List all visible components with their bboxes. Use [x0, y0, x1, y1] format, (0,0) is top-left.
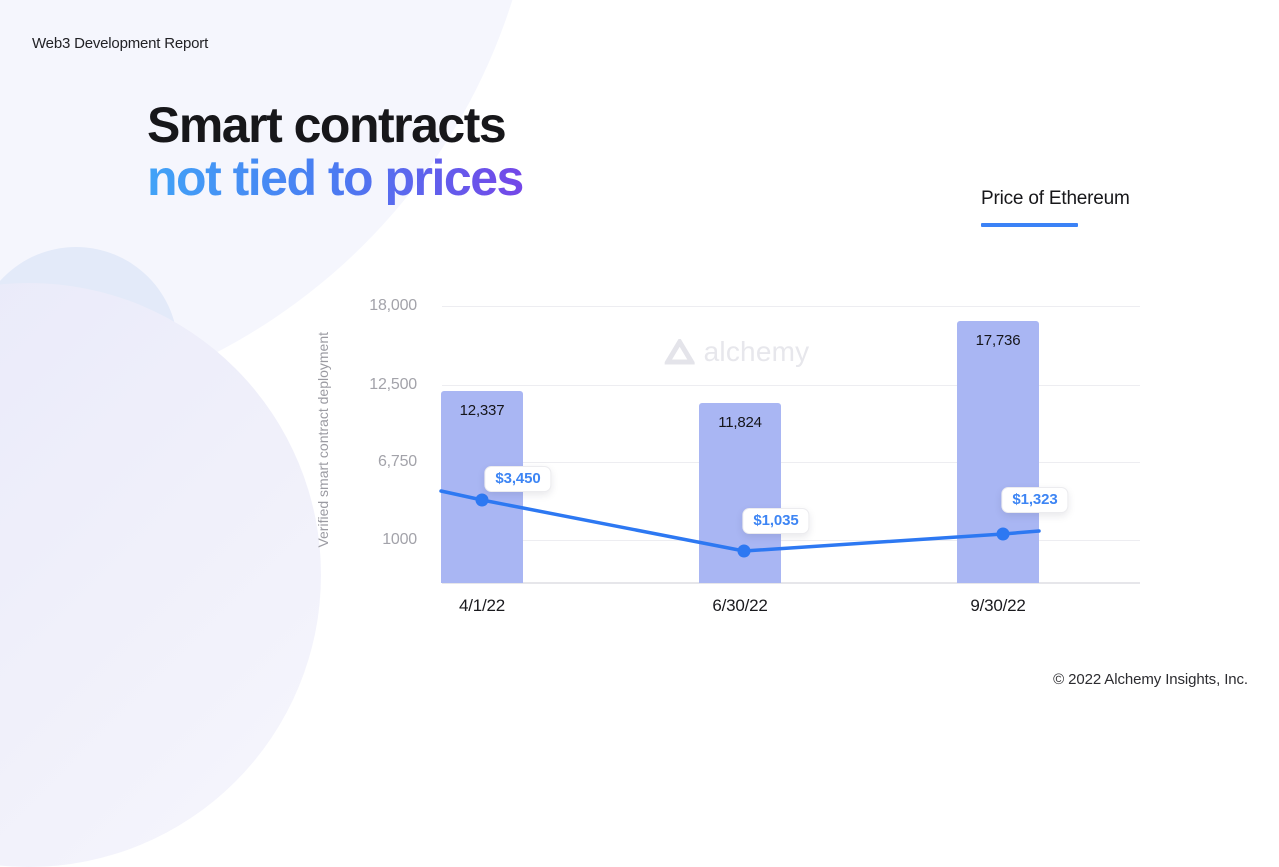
- gridline: [442, 306, 1140, 307]
- y-axis-tick-label: 6,750: [377, 453, 417, 470]
- y-axis-tick-label: 1000: [382, 531, 417, 548]
- bar-9/30/22: [957, 321, 1039, 583]
- slide-title-line1: Smart contracts: [147, 97, 507, 153]
- bar-value-label: 11,824: [718, 414, 762, 431]
- price-label-pill: $1,035: [742, 508, 810, 534]
- y-axis-tick-label: 12,500: [369, 376, 417, 393]
- bar-value-label: 12,337: [459, 402, 505, 419]
- x-axis-tick-label: 4/1/22: [458, 596, 506, 615]
- copyright-footer: © 2022 Alchemy Insights, Inc.: [1053, 671, 1248, 688]
- price-line: [439, 489, 1041, 553]
- y-axis-label: Verified smart contract deployment: [315, 331, 331, 548]
- price-line-chart: [439, 489, 1041, 558]
- legend-price-of-ethereum: Price of Ethereum: [981, 188, 1130, 227]
- x-axis-tick-label: 9/30/22: [970, 596, 1026, 615]
- alchemy-logo-icon: [664, 339, 695, 365]
- x-axis-baseline: [442, 582, 1140, 584]
- background-circle-bottom-left: [0, 283, 321, 867]
- price-label-pill: $3,450: [484, 466, 552, 492]
- y-axis-tick-label: 18,000: [369, 297, 417, 314]
- bar-value-label: 17,736: [975, 332, 1021, 349]
- report-kicker: Web3 Development Report: [32, 35, 209, 52]
- x-axis-tick-label: 6/30/22: [712, 596, 768, 615]
- legend-line-swatch: [981, 223, 1078, 227]
- gridline: [442, 385, 1140, 386]
- price-point-dot: [996, 527, 1010, 541]
- slide-title-line2: not tied to prices: [147, 150, 524, 206]
- price-point-dot: [475, 493, 489, 507]
- watermark-text: alchemy: [703, 336, 810, 367]
- gridline: [442, 540, 1140, 541]
- price-point-dot: [737, 544, 751, 558]
- alchemy-watermark: alchemy: [664, 336, 810, 368]
- combo-chart-plot-area: alchemy 18,000 12,500 6,750 1000 12,337 4/1/2…: [369, 296, 1140, 615]
- gridline: [442, 462, 1140, 463]
- slide-title: Smart contracts not tied to prices: [147, 97, 524, 206]
- price-label-pill: $1,323: [1001, 487, 1069, 513]
- legend-label: Price of Ethereum: [981, 188, 1130, 209]
